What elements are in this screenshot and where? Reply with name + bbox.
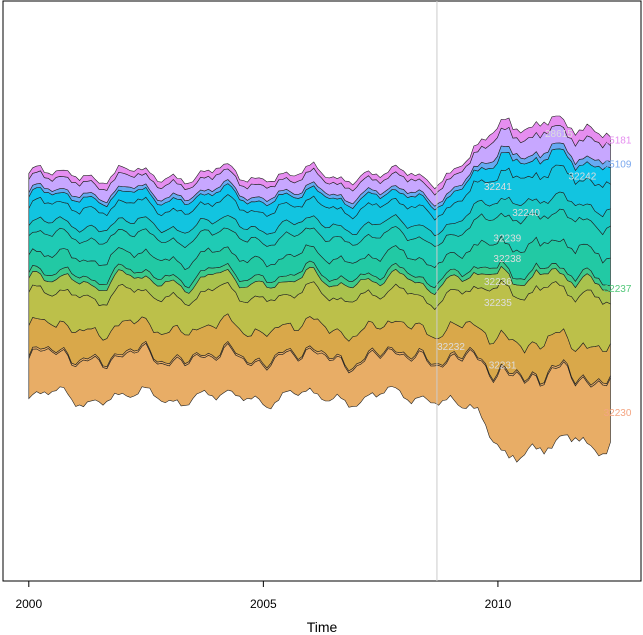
x-axis-title: Time <box>307 619 338 635</box>
x-tick-label-2000: 2000 <box>15 597 42 611</box>
plot-frame <box>2 0 642 582</box>
x-tick-label-2010: 2010 <box>485 597 512 611</box>
stream-label-28615: 28615 <box>545 129 573 140</box>
stream-label-32236: 32236 <box>484 277 512 288</box>
x-tick-label-2005: 2005 <box>250 597 277 611</box>
stream-label-32235: 32235 <box>484 298 512 309</box>
stream-label-32241: 32241 <box>484 182 512 193</box>
stream-label-32231: 32231 <box>489 360 517 371</box>
stream-label-32240: 32240 <box>512 208 540 219</box>
stream-labels: 35181 28615 35109 32242 32241 32240 32239 32238… <box>437 129 632 419</box>
stream-label-32239: 32239 <box>493 233 521 244</box>
stream-layers <box>28 115 611 463</box>
stream-layer-35181 <box>28 115 611 196</box>
stream-label-35109: 35109 <box>604 160 632 171</box>
x-axis: 2000 2005 2010 <box>15 581 512 611</box>
stream-label-32230: 32230 <box>604 408 632 419</box>
stream-label-35181: 35181 <box>604 135 632 146</box>
stream-label-32242: 32242 <box>568 171 596 182</box>
stream-label-32237: 32237 <box>604 284 632 295</box>
stream-label-32232: 32232 <box>437 342 465 353</box>
stream-label-32238: 32238 <box>493 254 521 265</box>
